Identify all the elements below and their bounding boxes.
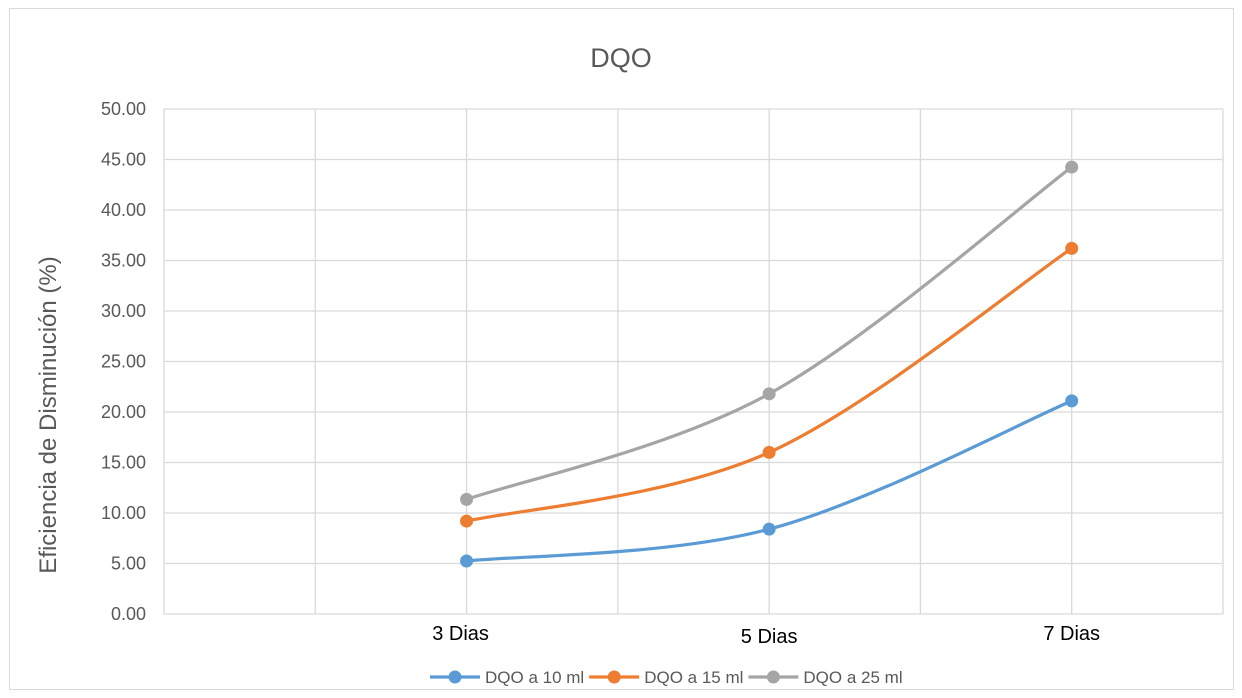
- data-point-series-2: [1065, 241, 1079, 255]
- legend-label-3: DQO a 25 ml: [803, 668, 902, 687]
- legend-marker-2: [607, 670, 621, 684]
- data-point-series-1: [460, 554, 474, 568]
- y-axis-title: Eficiencia de Disminución (%): [35, 256, 62, 573]
- x-axis-ticks: 3 Dias 5 Dias 7 Dias: [432, 623, 1100, 648]
- legend-label-1: DQO a 10 ml: [485, 668, 584, 687]
- data-point-series-3: [460, 492, 474, 506]
- series-markers: [460, 160, 1079, 568]
- chart-frame: [9, 8, 1234, 690]
- gridlines: [163, 108, 1224, 615]
- y-tick-label: 0.00: [111, 604, 146, 624]
- legend-marker-1: [448, 670, 462, 684]
- data-point-series-1: [1065, 394, 1079, 408]
- y-tick-label: 30.00: [101, 301, 146, 321]
- x-tick-label: 7 Dias: [1043, 623, 1100, 645]
- data-point-series-2: [762, 445, 776, 459]
- legend-label-2: DQO a 15 ml: [644, 668, 743, 687]
- x-tick-label: 5 Dias: [741, 626, 798, 648]
- x-tick-label: 3 Dias: [432, 623, 489, 645]
- legend: DQO a 10 ml DQO a 15 ml DQO a 25 ml: [430, 668, 903, 687]
- data-point-series-1: [762, 522, 776, 536]
- y-tick-label: 20.00: [101, 402, 146, 422]
- y-tick-label: 5.00: [111, 554, 146, 574]
- y-tick-label: 10.00: [101, 503, 146, 523]
- y-tick-label: 40.00: [101, 200, 146, 220]
- y-tick-label: 15.00: [101, 453, 146, 473]
- y-tick-label: 45.00: [101, 150, 146, 170]
- data-point-series-2: [460, 514, 474, 528]
- y-tick-label: 50.00: [101, 99, 146, 119]
- y-tick-label: 25.00: [101, 352, 146, 372]
- chart-title: DQO: [590, 43, 652, 73]
- y-axis-ticks: 0.00 5.00 10.00 15.00 20.00 25.00 30.00 35.00 40…: [101, 99, 146, 624]
- legend-marker-3: [766, 670, 780, 684]
- y-tick-label: 35.00: [101, 251, 146, 271]
- data-point-series-3: [1065, 160, 1079, 174]
- data-point-series-3: [762, 387, 776, 401]
